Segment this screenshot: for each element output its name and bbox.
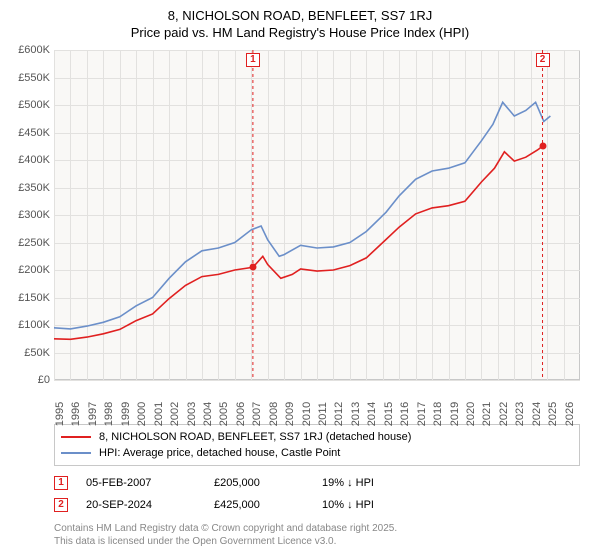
event-diff: 19% ↓ HPI bbox=[322, 477, 580, 489]
event-price: £425,000 bbox=[214, 499, 304, 511]
event-badge: 2 bbox=[54, 498, 68, 512]
series-lines bbox=[10, 46, 590, 420]
event-diff: 10% ↓ HPI bbox=[322, 499, 580, 511]
chart-legend: 8, NICHOLSON ROAD, BENFLEET, SS7 1RJ (de… bbox=[54, 424, 580, 466]
event-date: 05-FEB-2007 bbox=[86, 477, 196, 489]
event-marker-badge: 1 bbox=[246, 53, 260, 67]
attribution-line: Contains HM Land Registry data © Crown c… bbox=[54, 522, 590, 535]
legend-label: HPI: Average price, detached house, Cast… bbox=[99, 447, 340, 459]
price-chart: £0£50K£100K£150K£200K£250K£300K£350K£400… bbox=[10, 46, 590, 420]
chart-title: 8, NICHOLSON ROAD, BENFLEET, SS7 1RJ bbox=[10, 8, 590, 23]
event-marker-dot bbox=[539, 143, 546, 150]
event-marker-dot bbox=[249, 264, 256, 271]
legend-item: 8, NICHOLSON ROAD, BENFLEET, SS7 1RJ (de… bbox=[61, 429, 573, 445]
series-price_paid bbox=[54, 146, 543, 339]
event-row: 1 05-FEB-2007 £205,000 19% ↓ HPI bbox=[54, 472, 580, 494]
series-hpi bbox=[54, 102, 550, 329]
sale-events-table: 1 05-FEB-2007 £205,000 19% ↓ HPI 2 20-SEP-202… bbox=[54, 472, 580, 516]
legend-item: HPI: Average price, detached house, Cast… bbox=[61, 445, 573, 461]
event-date: 20-SEP-2024 bbox=[86, 499, 196, 511]
event-marker-badge: 2 bbox=[536, 53, 550, 67]
event-badge: 1 bbox=[54, 476, 68, 490]
attribution-text: Contains HM Land Registry data © Crown c… bbox=[54, 522, 590, 548]
event-price: £205,000 bbox=[214, 477, 304, 489]
chart-subtitle: Price paid vs. HM Land Registry's House … bbox=[10, 25, 590, 40]
legend-swatch bbox=[61, 452, 91, 454]
attribution-line: This data is licensed under the Open Gov… bbox=[54, 535, 590, 548]
event-row: 2 20-SEP-2024 £425,000 10% ↓ HPI bbox=[54, 494, 580, 516]
legend-label: 8, NICHOLSON ROAD, BENFLEET, SS7 1RJ (de… bbox=[99, 431, 411, 443]
legend-swatch bbox=[61, 436, 91, 438]
